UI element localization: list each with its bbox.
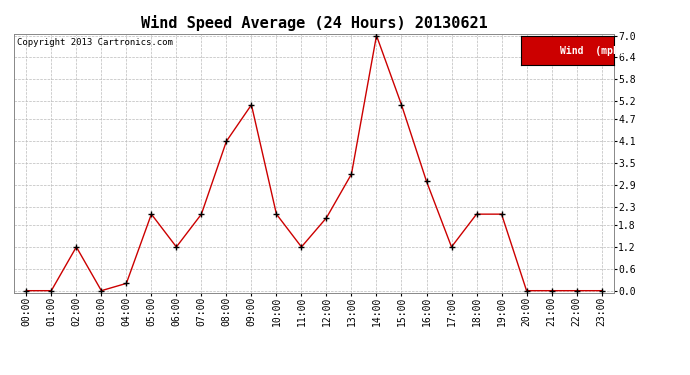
Title: Wind Speed Average (24 Hours) 20130621: Wind Speed Average (24 Hours) 20130621 (141, 15, 487, 31)
Text: Copyright 2013 Cartronics.com: Copyright 2013 Cartronics.com (17, 38, 172, 46)
